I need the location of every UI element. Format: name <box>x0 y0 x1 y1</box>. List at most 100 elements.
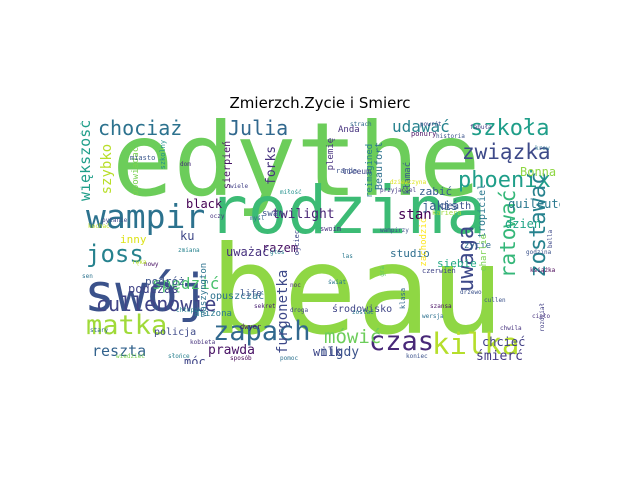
word-83: świat <box>328 279 347 286</box>
word-79: szkolny <box>159 139 167 170</box>
word-94: myśl <box>250 215 265 222</box>
word-96: gra <box>379 265 386 277</box>
word-116: szansa <box>430 303 452 310</box>
word-107: strach <box>350 121 372 128</box>
word-24: twilight <box>272 207 335 222</box>
word-77: klasa <box>399 287 407 309</box>
word-11: szkoła <box>470 118 550 141</box>
word-113: miłość <box>280 189 302 196</box>
word-45: wilk <box>313 345 342 359</box>
word-92: chłopak <box>176 307 202 314</box>
word-56: siebie <box>437 257 477 270</box>
word-19: cullenowie <box>96 292 217 316</box>
word-118: wiedzieć <box>116 353 145 360</box>
word-23: forks <box>264 145 279 185</box>
word-4: swój <box>84 264 210 324</box>
word-74: miasto <box>130 154 156 162</box>
word-80: dom <box>180 161 191 168</box>
word-50: Beaufort <box>374 141 385 190</box>
word-67: środowisko <box>332 304 393 315</box>
word-46: móc <box>184 355 206 364</box>
word-20: mówić <box>324 326 382 348</box>
word-115: cullen <box>484 297 506 304</box>
word-12: matka <box>86 310 168 341</box>
word-1: beau <box>210 220 504 362</box>
word-97: wersja <box>422 313 444 320</box>
word-124: dziewczyna <box>390 179 427 186</box>
word-88: kochać <box>88 223 110 230</box>
word-85: noc <box>290 282 301 289</box>
word-25: stan <box>398 207 432 223</box>
word-29: uważać <box>226 245 270 259</box>
word-110: ciało <box>532 313 551 320</box>
word-93: pytanie <box>102 217 128 224</box>
word-33: chcieć <box>482 335 526 349</box>
word-38: black <box>186 197 223 211</box>
word-102: las <box>342 253 353 260</box>
word-55: death <box>441 201 472 212</box>
word-111: sen <box>82 273 93 280</box>
word-26: furgonetka <box>275 269 291 354</box>
word-89: historia <box>436 133 465 140</box>
word-81: czerwień <box>422 267 456 275</box>
word-60: liceum <box>342 167 371 176</box>
word-121: pomoc <box>280 355 299 362</box>
word-2: edythe <box>112 118 481 220</box>
word-28: razem <box>262 241 299 255</box>
word-8: kilka <box>432 327 520 361</box>
word-54: tropiciel <box>477 183 488 238</box>
word-49: sierpień <box>222 140 233 189</box>
word-68: dwyer <box>240 323 262 331</box>
word-76: randa <box>336 167 358 175</box>
word-87: przyjaciel <box>380 187 417 194</box>
word-71: policja <box>154 327 197 338</box>
word-5: wampir <box>86 197 206 236</box>
word-119: sposób <box>230 355 252 362</box>
word-64: Anda <box>338 125 360 135</box>
word-15: Julia <box>228 118 289 140</box>
word-14: chociaż <box>98 118 183 140</box>
word-9: phoenix <box>458 168 551 193</box>
word-34: śmierć <box>476 349 523 364</box>
word-98: książka <box>530 267 556 274</box>
word-40: szybko <box>99 143 115 195</box>
word-117: zostać <box>352 309 374 316</box>
word-123: stary <box>90 327 109 334</box>
word-10: związka <box>462 140 551 164</box>
word-105: zmiana <box>178 247 200 254</box>
chart-title: Zmierzch.Zycie i Smierc <box>229 94 411 112</box>
word-82: wampirzy <box>380 227 409 234</box>
word-100: słońce <box>168 353 190 360</box>
word-104: sekret <box>254 303 276 310</box>
word-6: zapach <box>213 316 311 347</box>
word-22: większość <box>80 119 94 201</box>
word-42: jakiś <box>422 199 459 213</box>
word-cloud: beau edythe rodzina swój wampir zapach czas kil… <box>80 118 560 364</box>
word-27: spędzić <box>152 274 220 293</box>
word-66: opuszczać <box>210 291 265 302</box>
word-44: studio <box>390 247 430 260</box>
word-13: joss <box>86 240 144 268</box>
word-58: zachodzić <box>419 217 429 267</box>
word-70: arizona <box>194 309 232 319</box>
word-47: inny <box>120 233 147 246</box>
word-63: fabuła <box>470 124 492 131</box>
word-3: rodzina <box>208 172 487 249</box>
word-86: oczy <box>210 213 225 220</box>
word-90: krew <box>535 145 550 152</box>
word-75: ponury <box>411 130 437 138</box>
word-37: quileute <box>508 197 560 211</box>
word-120: koniec <box>406 353 428 360</box>
word-101: drzewo <box>460 289 482 296</box>
word-31: prawda <box>208 343 255 358</box>
word-39: podczas <box>128 282 179 296</box>
word-84: głos <box>270 249 285 256</box>
word-32: nigdy <box>320 345 360 360</box>
word-30: reszta <box>92 342 147 360</box>
word-59: swan <box>262 209 284 219</box>
word-72: life <box>240 289 262 299</box>
word-122: chwila <box>500 325 522 332</box>
word-109: godzina <box>526 249 552 256</box>
word-35: dzień <box>505 217 542 231</box>
word-62: kariera <box>432 209 462 217</box>
